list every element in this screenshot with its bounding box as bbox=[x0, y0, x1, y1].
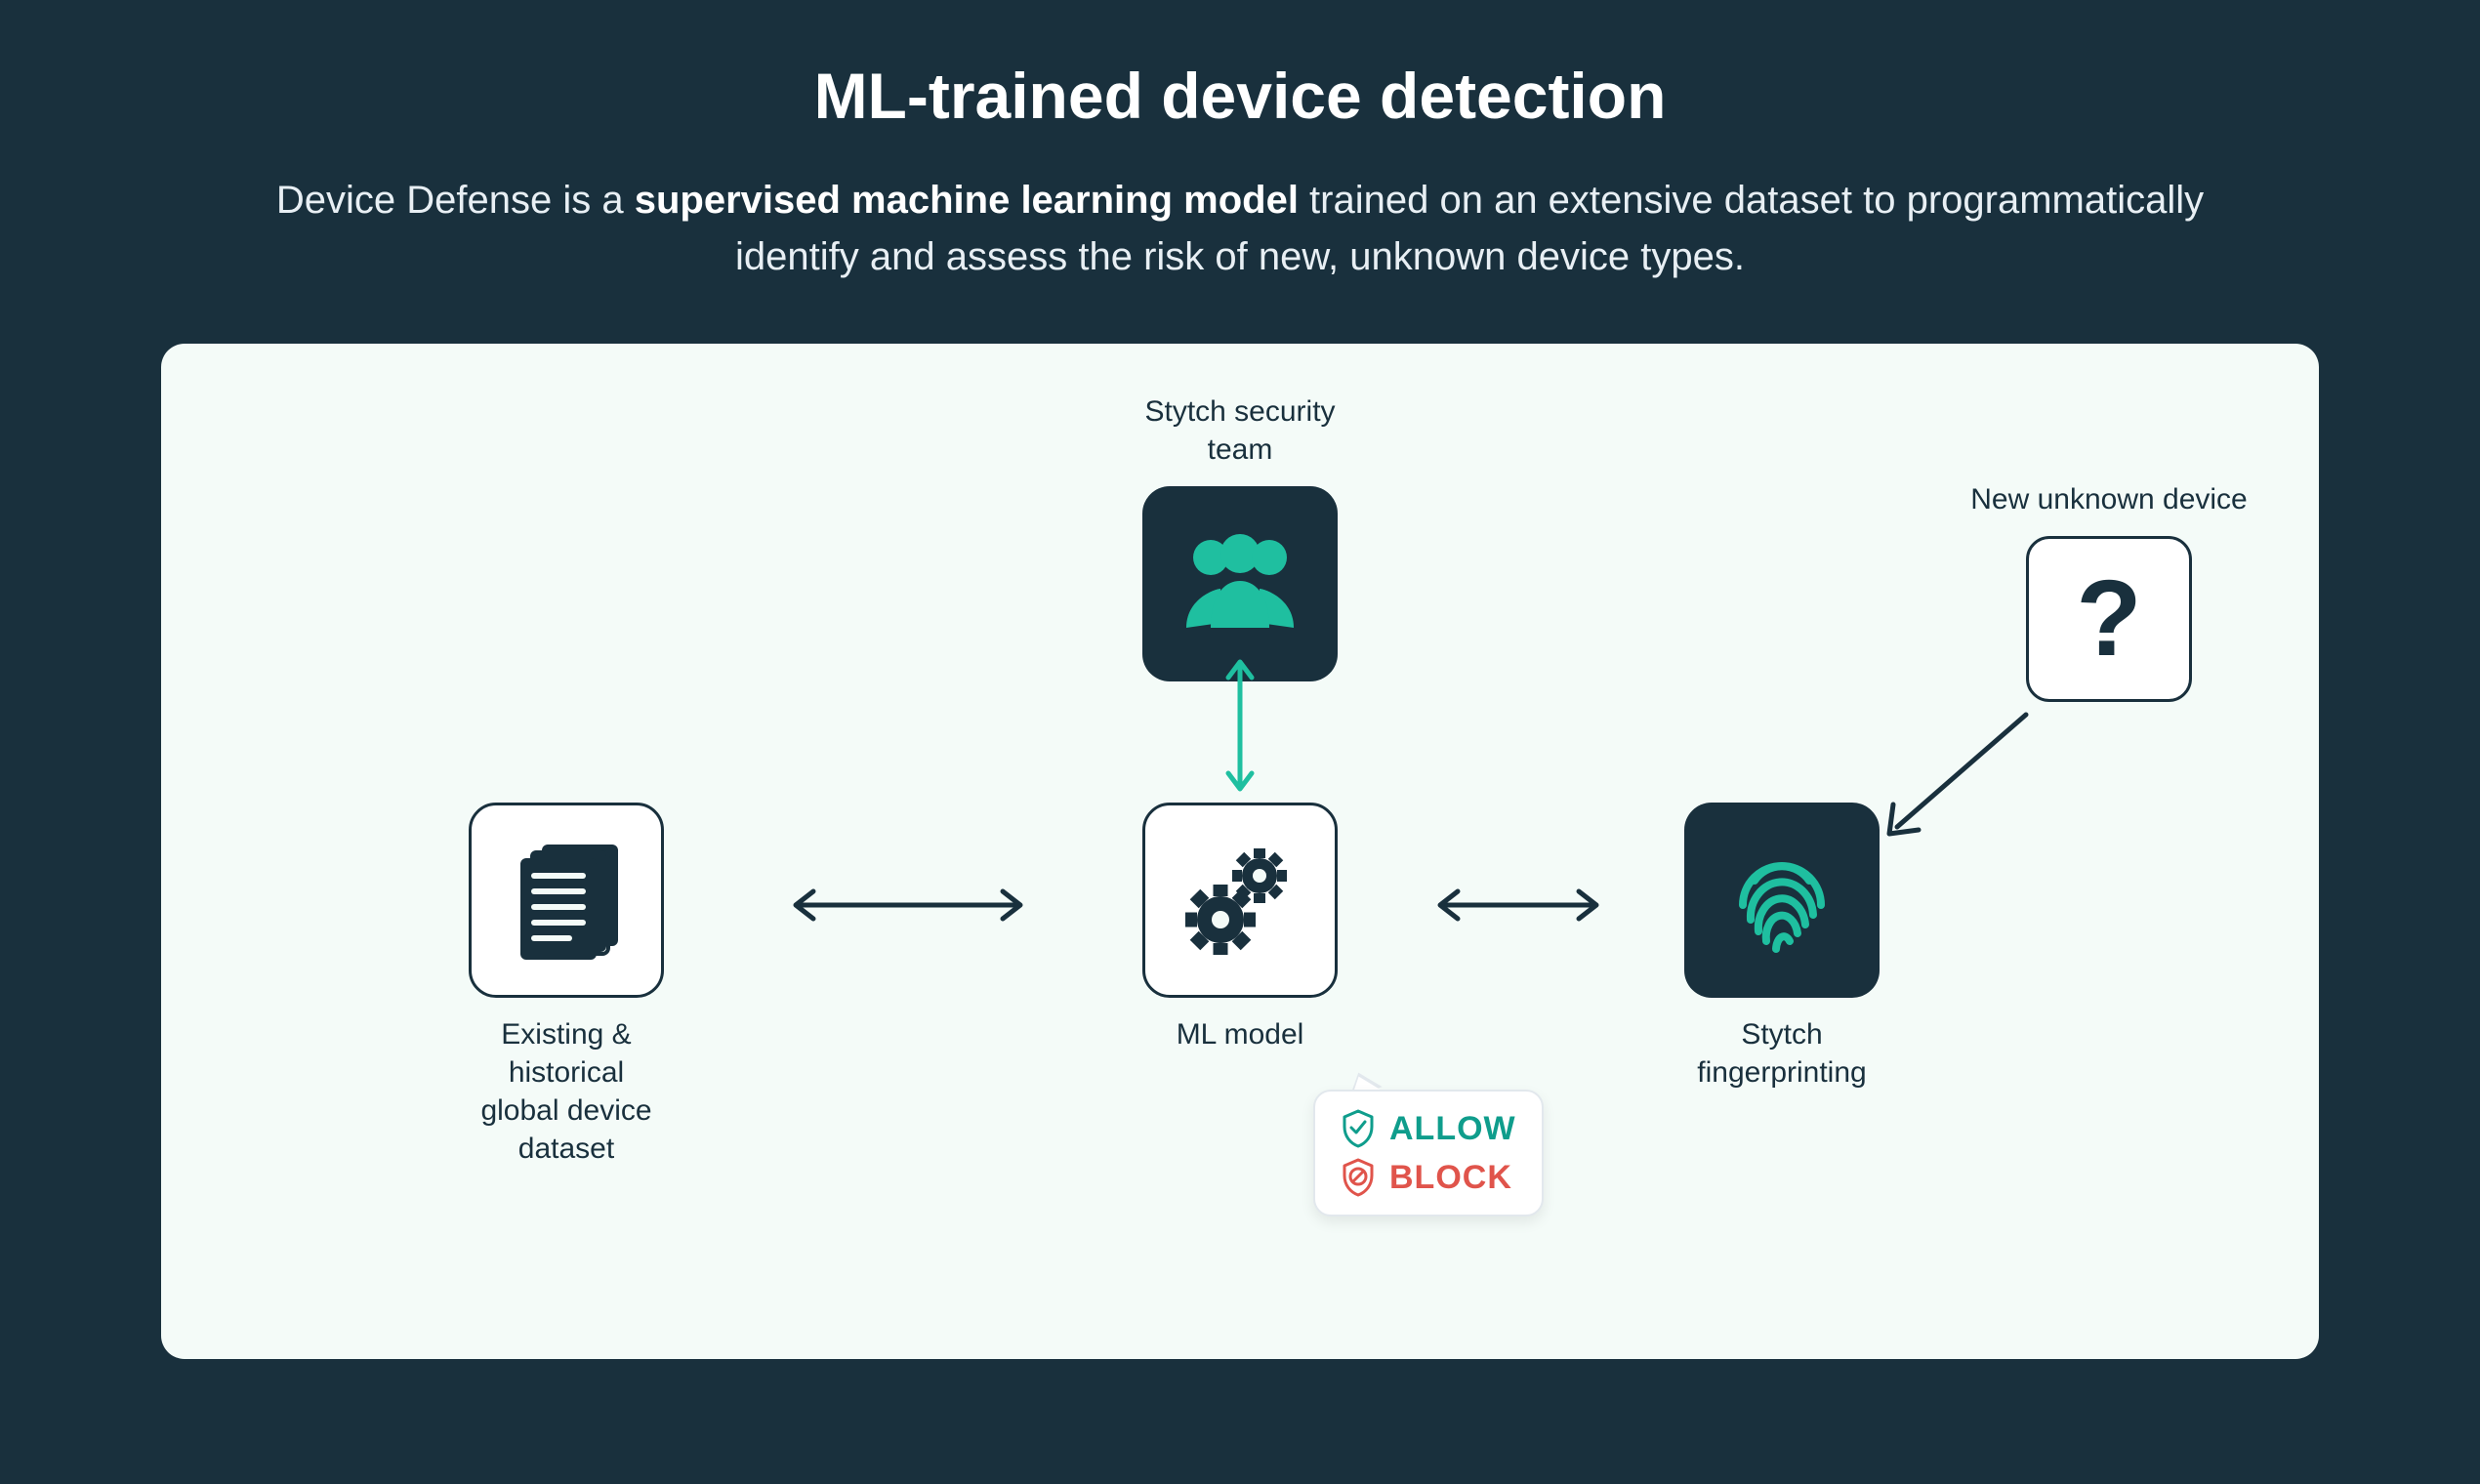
label-dataset: Existing & historical global device data… bbox=[469, 1015, 664, 1168]
team-icon bbox=[1177, 530, 1303, 638]
documents-icon bbox=[493, 827, 640, 973]
subtitle-bold: supervised machine learning model bbox=[635, 179, 1299, 222]
callout-row-block: BLOCK bbox=[1341, 1158, 1516, 1197]
arrow-dataset-ml bbox=[786, 886, 1030, 925]
callout-row-allow: ALLOW bbox=[1341, 1109, 1516, 1148]
fingerprint-icon bbox=[1714, 832, 1850, 969]
label-security-team: Stytch security team bbox=[1142, 392, 1338, 469]
page-root: ML-trained device detection Device Defen… bbox=[0, 0, 2480, 1484]
label-fingerprint: Stytch fingerprinting bbox=[1684, 1015, 1880, 1092]
icon-box-fingerprint bbox=[1684, 803, 1880, 998]
icon-box-unknown-device: ? bbox=[2026, 536, 2192, 702]
shield-block-icon bbox=[1341, 1158, 1376, 1197]
node-unknown-device: New unknown device ? bbox=[1967, 480, 2251, 702]
label-ml-model: ML model bbox=[1142, 1015, 1338, 1053]
arrow-team-ml bbox=[1225, 652, 1255, 799]
diagram-panel: Stytch security team bbox=[161, 344, 2319, 1359]
label-unknown-device: New unknown device bbox=[1967, 480, 2251, 518]
page-subtitle: Device Defense is a supervised machine l… bbox=[273, 172, 2207, 285]
node-ml-model: ML model bbox=[1142, 803, 1338, 1053]
page-title: ML-trained device detection bbox=[0, 59, 2480, 133]
question-icon: ? bbox=[2076, 565, 2141, 673]
node-fingerprint: Stytch fingerprinting bbox=[1684, 803, 1880, 1092]
icon-box-ml-model bbox=[1142, 803, 1338, 998]
icon-box-dataset bbox=[469, 803, 664, 998]
callout-allow-label: ALLOW bbox=[1389, 1110, 1516, 1148]
gears-icon bbox=[1167, 827, 1313, 973]
node-security-team: Stytch security team bbox=[1142, 392, 1338, 681]
arrow-ml-fingerprint bbox=[1430, 886, 1606, 925]
shield-check-icon bbox=[1341, 1109, 1376, 1148]
subtitle-pre: Device Defense is a bbox=[276, 179, 635, 222]
node-dataset: Existing & historical global device data… bbox=[469, 803, 664, 1168]
callout-block-label: BLOCK bbox=[1389, 1159, 1512, 1197]
arrow-unknown-fingerprint bbox=[1870, 705, 2046, 851]
decision-callout: ALLOW BLOCK bbox=[1313, 1090, 1544, 1216]
